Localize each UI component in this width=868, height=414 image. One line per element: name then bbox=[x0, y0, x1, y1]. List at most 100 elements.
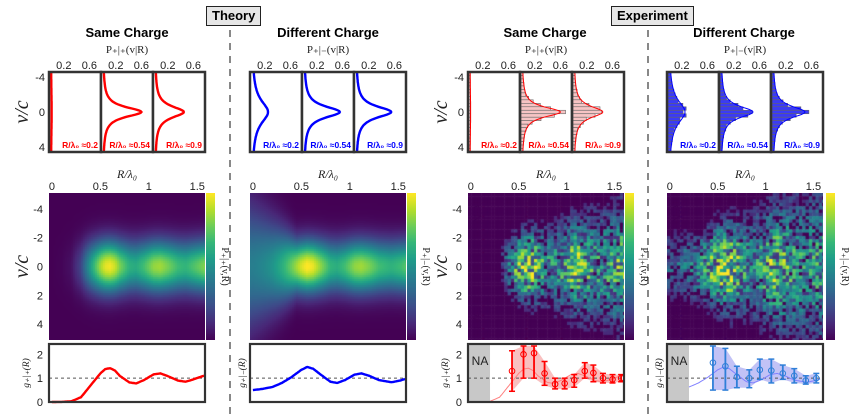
heatmap-xtick-label: 1.5 bbox=[190, 181, 205, 193]
heatmap bbox=[468, 193, 624, 340]
histogram-bar bbox=[719, 123, 727, 128]
data-point bbox=[551, 380, 559, 388]
profile-R-label: R/λ₀ ≈0.9 bbox=[367, 140, 403, 150]
data-point bbox=[609, 376, 616, 383]
profile-R-label: R/λ₀ ≈0.54 bbox=[109, 140, 150, 150]
heatmap bbox=[49, 193, 205, 340]
colorbar-label: P₊|₋(v,R) bbox=[839, 247, 850, 285]
histogram-bar bbox=[667, 120, 680, 125]
data-point bbox=[541, 370, 548, 377]
profile-panel-bg bbox=[250, 72, 302, 152]
heatmap-xtick-label: 0.5 bbox=[294, 181, 309, 193]
heatmap-xtick-label: 1.5 bbox=[607, 181, 622, 193]
profile-ytick-label: 4 bbox=[458, 142, 464, 154]
colorbar-label: P₊|₊(v,R) bbox=[638, 247, 649, 285]
colorbar-label: P₊|₋(v,R) bbox=[420, 247, 431, 285]
g-ytick-label: 0 bbox=[37, 397, 43, 409]
profile-axis-label: P₊|₊(v|R) bbox=[525, 44, 568, 56]
R-axis-label: R/λ₀ bbox=[535, 167, 556, 181]
g-plot-bg bbox=[49, 344, 205, 402]
profile-xtick-label: 0.6 bbox=[82, 60, 97, 72]
data-point bbox=[779, 370, 787, 377]
profile-panel-bg bbox=[468, 72, 520, 152]
histogram-bar bbox=[520, 92, 526, 97]
theory-header: Theory bbox=[206, 6, 262, 26]
heatmap-xtick-label: 1 bbox=[763, 181, 769, 193]
heatmap-ytick-label: 2 bbox=[456, 290, 462, 302]
experiment-header: Experiment bbox=[611, 6, 694, 26]
heatmap-ytick-label: 0 bbox=[456, 262, 462, 274]
histogram-bar bbox=[771, 89, 777, 94]
profile-axis-label: P₊|₊(v|R) bbox=[106, 44, 149, 56]
histogram-bar bbox=[719, 96, 727, 101]
subtitle-experiment-different: Different Charge bbox=[693, 25, 795, 40]
heatmap-xtick-label: 1 bbox=[146, 181, 152, 193]
data-point bbox=[746, 374, 753, 382]
na-region bbox=[468, 344, 491, 402]
v-axis-label: v/c bbox=[11, 255, 33, 278]
g-curve bbox=[252, 365, 406, 392]
na-region bbox=[667, 344, 690, 402]
g-ytick-label: 1 bbox=[456, 373, 462, 385]
heatmap-xtick-label: 1 bbox=[347, 181, 353, 193]
profile-xtick-label: 0.6 bbox=[335, 60, 350, 72]
profile-axis-label: P₊|₋(v|R) bbox=[724, 44, 767, 56]
profile-xtick-label: 0.6 bbox=[186, 60, 201, 72]
heatmap-xtick-label: 0 bbox=[667, 181, 673, 193]
histogram-bar bbox=[667, 134, 673, 139]
histogram-bar bbox=[667, 123, 678, 128]
profile-R-label: R/λ₀ ≈0.54 bbox=[310, 140, 351, 150]
g-plot-frame bbox=[665, 342, 825, 404]
profile-panel-frame bbox=[151, 70, 207, 154]
profile-xtick-label: 0.6 bbox=[553, 60, 568, 72]
profile-xtick-label: 0.6 bbox=[752, 60, 767, 72]
profile-xtick-label: 0.2 bbox=[778, 60, 793, 72]
profile-R-label: R/λ₀ ≈0.54 bbox=[528, 140, 569, 150]
heatmap-xtick-label: 0.5 bbox=[710, 181, 725, 193]
histogram-bar bbox=[572, 109, 602, 115]
profile-xtick-label: 0.2 bbox=[257, 60, 272, 72]
histogram-bar bbox=[572, 92, 578, 97]
profile-xtick-label: 0.2 bbox=[726, 60, 741, 72]
g-ytick-label: 0 bbox=[456, 397, 462, 409]
histogram-bar bbox=[667, 116, 681, 121]
data-point bbox=[709, 359, 717, 366]
profile-R-label: R/λ₀ ≈0.54 bbox=[727, 140, 768, 150]
data-point bbox=[570, 376, 578, 384]
profile-R-label: R/λ₀ ≈0.2 bbox=[62, 140, 98, 150]
g-ytick-label: 1 bbox=[37, 373, 43, 385]
profile-panel-bg bbox=[302, 72, 354, 152]
profile-xtick-label: 0.2 bbox=[527, 60, 542, 72]
profile-panel-bg bbox=[49, 72, 101, 152]
profile-curve bbox=[574, 71, 604, 153]
data-point bbox=[802, 377, 810, 384]
profile-xtick-label: 0.6 bbox=[605, 60, 620, 72]
heatmap-ytick-label: -2 bbox=[33, 233, 43, 245]
profile-xtick-label: 0.2 bbox=[361, 60, 376, 72]
profile-xtick-label: 0.6 bbox=[134, 60, 149, 72]
histogram-bar bbox=[572, 116, 587, 121]
g-axis-label: g₊|₋(R) bbox=[237, 358, 248, 388]
histogram-bar bbox=[719, 106, 744, 111]
profile-ytick-label: 0 bbox=[39, 107, 45, 119]
R-axis-label: R/λ₀ bbox=[116, 167, 137, 181]
subtitle-theory-different: Different Charge bbox=[277, 25, 379, 40]
profile-xtick-label: 0.6 bbox=[700, 60, 715, 72]
colorbar bbox=[407, 193, 416, 340]
heatmap-xtick-label: 1.5 bbox=[806, 181, 821, 193]
heatmap bbox=[667, 193, 823, 340]
subtitle-theory-same: Same Charge bbox=[85, 25, 169, 40]
v-axis-label: v/c bbox=[430, 255, 452, 278]
histogram-bar bbox=[572, 99, 583, 104]
histogram-bar bbox=[771, 106, 802, 111]
profile-xtick-label: 0.2 bbox=[309, 60, 324, 72]
profile-xtick-label: 0.2 bbox=[475, 60, 490, 72]
profile-curve bbox=[355, 71, 393, 153]
profile-xtick-label: 0.2 bbox=[160, 60, 175, 72]
profile-curve bbox=[773, 71, 806, 153]
histogram-bar bbox=[572, 127, 578, 132]
profile-panel-frame bbox=[352, 70, 408, 154]
profile-R-label: R/λ₀ ≈0.2 bbox=[680, 140, 716, 150]
g-plot-bg bbox=[250, 344, 406, 402]
colorbar bbox=[206, 193, 215, 340]
